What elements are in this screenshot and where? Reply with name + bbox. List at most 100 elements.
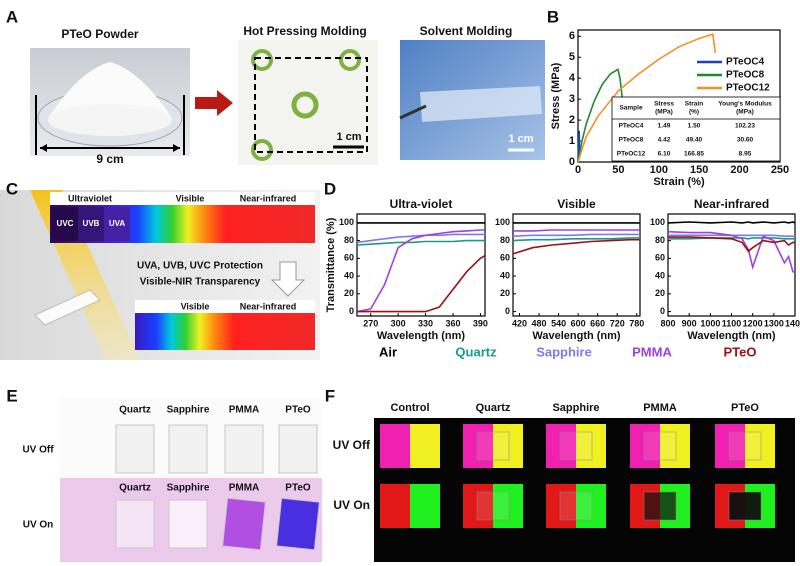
color-patch xyxy=(576,424,606,468)
y-tick-label: 6 xyxy=(569,30,575,42)
table-cell: PTeOC12 xyxy=(617,151,646,158)
panel-label: B xyxy=(547,7,559,26)
legend-label: PMMA xyxy=(632,344,672,359)
legend-label: Quartz xyxy=(455,344,497,359)
color-patch xyxy=(493,424,523,468)
x-tick-label: 540 xyxy=(551,318,566,328)
sample-plate xyxy=(559,431,593,461)
color-patch xyxy=(410,424,440,468)
sample-plate xyxy=(476,491,510,521)
panel-label: F xyxy=(325,386,335,405)
y-tick-label: 80 xyxy=(500,235,510,245)
column-label: Quartz xyxy=(476,402,511,414)
y-tick-label: 5 xyxy=(569,51,575,63)
table-cell: 1.50 xyxy=(688,123,701,130)
spectrum-label: Near-infrared xyxy=(240,301,297,311)
x-tick-label: 250 xyxy=(771,164,789,176)
x-tick-label: 1200 xyxy=(743,318,763,328)
scale-label: 1 cm xyxy=(336,131,361,143)
color-patch xyxy=(410,484,440,528)
color-patch xyxy=(576,484,606,528)
sample-plate xyxy=(168,424,208,474)
y-tick-label: 40 xyxy=(655,270,665,280)
sample-plate xyxy=(643,491,677,521)
plot-frame xyxy=(667,213,796,317)
column-label: PTeO xyxy=(285,483,311,494)
y-tick-label: 0 xyxy=(660,306,665,316)
series-line xyxy=(512,238,640,255)
panel-label: E xyxy=(6,386,17,405)
color-patch xyxy=(380,484,410,528)
plot-frame xyxy=(577,29,781,163)
legend-label: PTeOC12 xyxy=(726,83,770,94)
column-label: Sapphire xyxy=(167,405,210,416)
sample-plate xyxy=(728,491,762,521)
y-tick-label: 20 xyxy=(344,288,354,298)
row-label: UV On xyxy=(23,520,54,531)
y-tick-label: 20 xyxy=(500,288,510,298)
y-tick-label: 40 xyxy=(344,270,354,280)
legend-label: PTeO xyxy=(724,344,757,359)
x-tick-label: 1300 xyxy=(764,318,784,328)
y-tick-label: 100 xyxy=(650,217,665,227)
label: Hot Pressing Molding xyxy=(243,24,366,38)
color-patch xyxy=(546,484,576,528)
spectrum-label: Visible xyxy=(176,193,205,203)
x-tick-label: 150 xyxy=(690,164,708,176)
legend-label: Air xyxy=(379,344,397,359)
legend-label: PTeOC4 xyxy=(726,57,765,68)
column-label: Quartz xyxy=(119,483,151,494)
table-header: (%) xyxy=(689,109,699,116)
color-patch xyxy=(745,424,775,468)
x-tick-label: 480 xyxy=(532,318,547,328)
series-line xyxy=(357,255,486,313)
panel-label: D xyxy=(324,179,336,198)
x-tick-label: 420 xyxy=(512,318,527,328)
series-line xyxy=(667,230,796,274)
y-tick-label: 60 xyxy=(655,253,665,263)
x-tick-label: 720 xyxy=(610,318,625,328)
series-line xyxy=(356,229,485,313)
column-label: PTeO xyxy=(285,405,311,416)
x-tick-label: 900 xyxy=(682,318,697,328)
table-cell: 30.60 xyxy=(737,137,754,144)
table-cell: 166.85 xyxy=(684,151,704,158)
x-axis-label: Strain (%) xyxy=(653,176,705,188)
photo-solvent xyxy=(399,40,545,160)
table-header: (MPa) xyxy=(736,109,754,116)
legend-label: Sapphire xyxy=(536,344,592,359)
color-patch xyxy=(630,424,660,468)
table-cell: 6.10 xyxy=(658,151,671,158)
x-tick-label: 330 xyxy=(418,318,433,328)
series-line xyxy=(513,229,640,232)
x-axis-label: Wavelength (nm) xyxy=(377,330,466,342)
color-patch xyxy=(380,424,410,468)
x-tick-label: 1100 xyxy=(722,318,742,328)
panel-label: A xyxy=(6,7,18,26)
table-cell: PTeOC8 xyxy=(619,137,644,144)
sample-plate xyxy=(115,424,155,474)
series-line xyxy=(577,68,624,163)
sample-plate xyxy=(278,424,318,474)
row-label: UV Off xyxy=(22,445,54,456)
spectrum-label: Ultraviolet xyxy=(68,193,112,203)
x-tick-label: 390 xyxy=(473,318,488,328)
table-header: Young's Modulus xyxy=(718,101,772,108)
color-patch xyxy=(715,424,745,468)
y-tick-label: 100 xyxy=(495,217,510,227)
table-cell: 8.95 xyxy=(739,151,752,158)
column-label: PMMA xyxy=(229,405,260,416)
sample-plate xyxy=(728,431,762,461)
color-patch xyxy=(463,484,493,528)
sample-plate xyxy=(222,497,266,551)
color-patch xyxy=(493,484,523,528)
sample-plate xyxy=(559,491,593,521)
x-tick-label: 1000 xyxy=(700,318,720,328)
y-tick-label: 4 xyxy=(569,72,576,84)
x-tick-label: 100 xyxy=(650,164,668,176)
y-tick-label: 20 xyxy=(655,288,665,298)
band-label: UVB xyxy=(83,219,100,228)
plot-frame xyxy=(356,213,486,317)
y-axis-label: Stress (MPa) xyxy=(550,62,562,129)
